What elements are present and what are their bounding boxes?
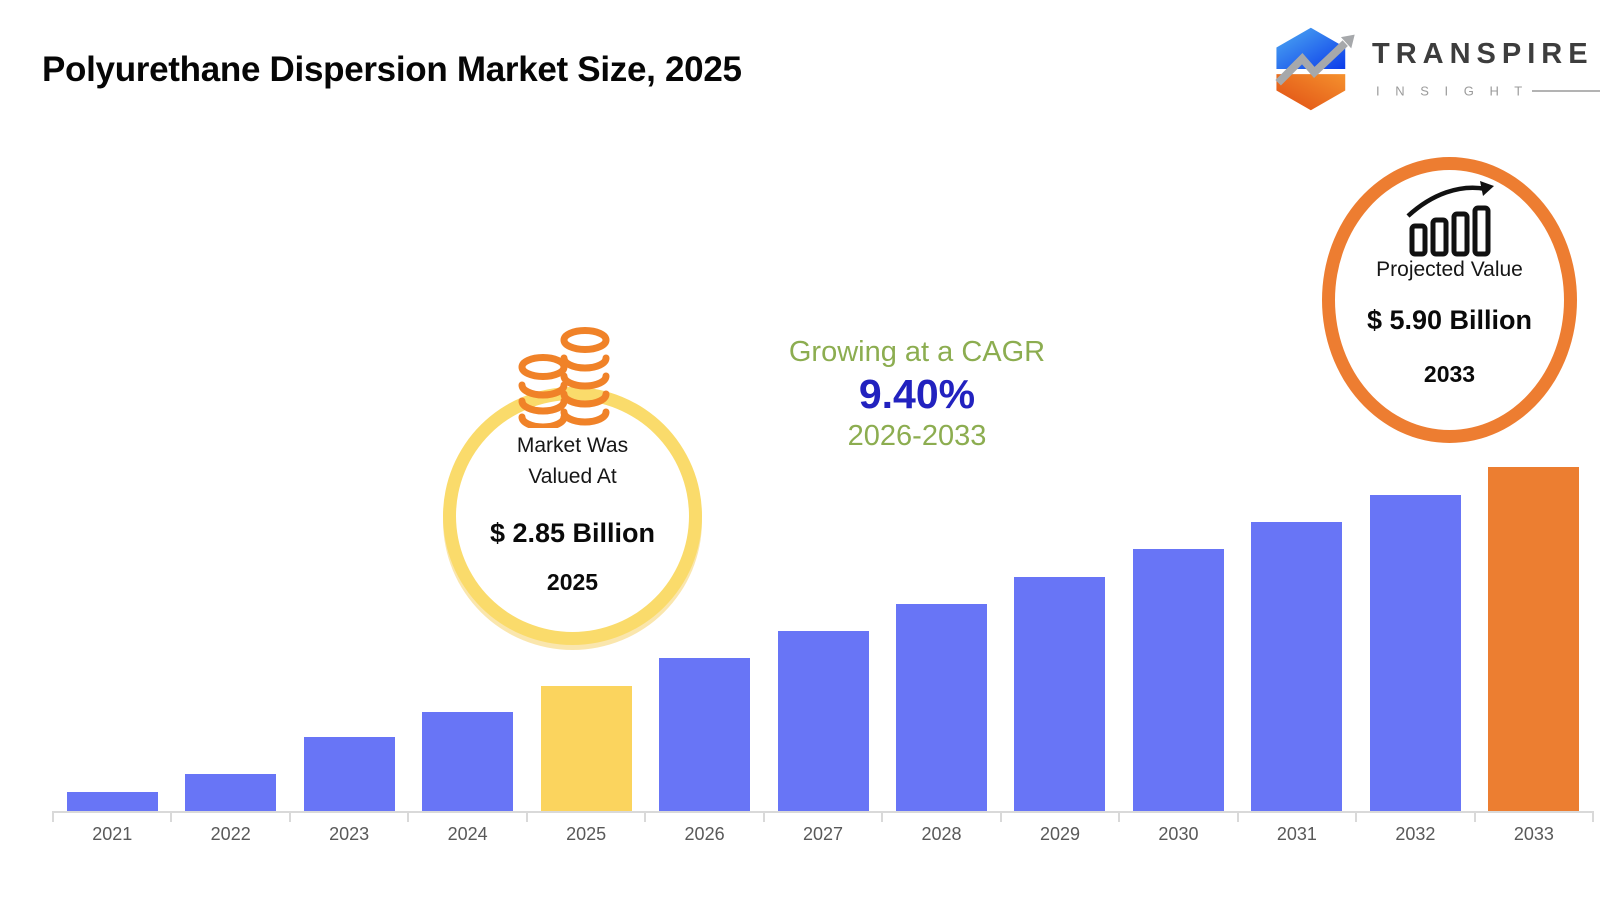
bar-slot-2028: [882, 411, 1000, 811]
x-axis-tick: [762, 811, 765, 822]
x-axis-label-2026: 2026: [684, 824, 725, 844]
bar-slot-2027: [764, 411, 882, 811]
x-axis-label-2021: 2021: [92, 824, 133, 844]
bar-2025: [540, 686, 632, 811]
projection-value: $ 5.90 Billion: [1366, 305, 1533, 335]
bar-2033: [1488, 467, 1580, 811]
x-axis-label-2032: 2032: [1395, 824, 1436, 844]
bar-2026: [659, 658, 751, 811]
x-axis-label-2033: 2033: [1513, 824, 1554, 844]
cagr-value: 9.40%: [858, 371, 976, 417]
bars-row: [53, 411, 1593, 811]
x-axis-tick: [644, 811, 647, 822]
x-axis-label-2025: 2025: [566, 824, 607, 844]
valuation-caption-line2: Valued At: [528, 465, 617, 488]
projection-year: 2033: [1423, 361, 1476, 387]
x-axis-tick: [1118, 811, 1121, 822]
x-axis-label-2028: 2028: [921, 824, 962, 844]
bar-2024: [422, 712, 514, 811]
x-axis-tick: [170, 811, 173, 822]
x-axis-label-2027: 2027: [803, 824, 844, 844]
bar-slot-2025: [527, 411, 645, 811]
x-axis-ticks: [52, 811, 1594, 822]
x-axis-tick: [288, 811, 291, 822]
bar-slot-2023: [290, 411, 408, 811]
x-axis-line: [53, 811, 1593, 813]
x-axis-tick: [525, 811, 528, 822]
x-axis-label-2024: 2024: [447, 824, 488, 844]
tagline-rule-line: [1532, 89, 1600, 92]
x-axis-tick: [52, 811, 54, 822]
projection-label: Projected Value: [1376, 258, 1523, 281]
valuation-value: $ 2.85 Billion: [489, 518, 656, 548]
x-axis-label-2031: 2031: [1276, 824, 1317, 844]
bar-2029: [1014, 577, 1106, 811]
x-axis-tick: [881, 811, 884, 822]
bar-2023: [303, 737, 395, 811]
bar-slot-2024: [408, 411, 526, 811]
brand-logo: TRANSPIRE I N S I G H T: [1266, 24, 1600, 114]
bar-2022: [185, 774, 277, 811]
bar-slot-2031: [1238, 411, 1356, 811]
bar-2032: [1369, 495, 1461, 811]
bar-2031: [1251, 522, 1343, 811]
bar-2027: [777, 631, 869, 811]
bar-slot-2021: [53, 411, 171, 811]
x-axis-label-2022: 2022: [210, 824, 251, 844]
valuation-caption: Market Was Valued At: [456, 430, 689, 492]
growth-chart-icon: [1405, 181, 1494, 257]
x-axis-tick: [1592, 811, 1594, 822]
valuation-year: 2025: [546, 569, 599, 595]
brand-tagline: I N S I G H T: [1376, 83, 1529, 99]
x-axis-label-2029: 2029: [1039, 824, 1080, 844]
bar-slot-2026: [645, 411, 763, 811]
x-axis-tick: [999, 811, 1002, 822]
x-axis-label-2023: 2023: [329, 824, 370, 844]
bar-2028: [896, 604, 988, 811]
cagr-block: Growing at a CAGR 9.40% 2026-2033: [752, 336, 1082, 453]
bar-slot-2032: [1356, 411, 1474, 811]
bar-slot-2022: [171, 411, 289, 811]
bar-2021: [66, 792, 158, 811]
x-axis-tick: [407, 811, 410, 822]
bar-slot-2029: [1001, 411, 1119, 811]
coins-icon: [518, 327, 610, 428]
cagr-period: 2026-2033: [847, 420, 987, 452]
bar-slot-2033: [1475, 411, 1593, 811]
x-axis-tick: [1236, 811, 1239, 822]
cagr-label: Growing at a CAGR: [788, 336, 1046, 368]
brand-name: TRANSPIRE: [1372, 38, 1594, 70]
projection-circle: Projected Value $ 5.90 Billion 2033: [1322, 157, 1577, 443]
bar-2030: [1132, 549, 1224, 811]
x-axis-labels: 2021 2022 2023 2024 2025 2026 2027 2028 2029 2030…: [53, 824, 1593, 845]
valuation-caption-line1: Market Was: [516, 434, 629, 457]
bar-slot-2030: [1119, 411, 1237, 811]
brand-tagline-row: I N S I G H T: [1376, 82, 1600, 100]
page-title: Polyurethane Dispersion Market Size, 202…: [42, 50, 742, 89]
transpire-logo-icon: [1275, 27, 1355, 111]
x-axis-label-2030: 2030: [1158, 824, 1199, 844]
x-axis-tick: [1473, 811, 1476, 822]
x-axis-tick: [1355, 811, 1358, 822]
